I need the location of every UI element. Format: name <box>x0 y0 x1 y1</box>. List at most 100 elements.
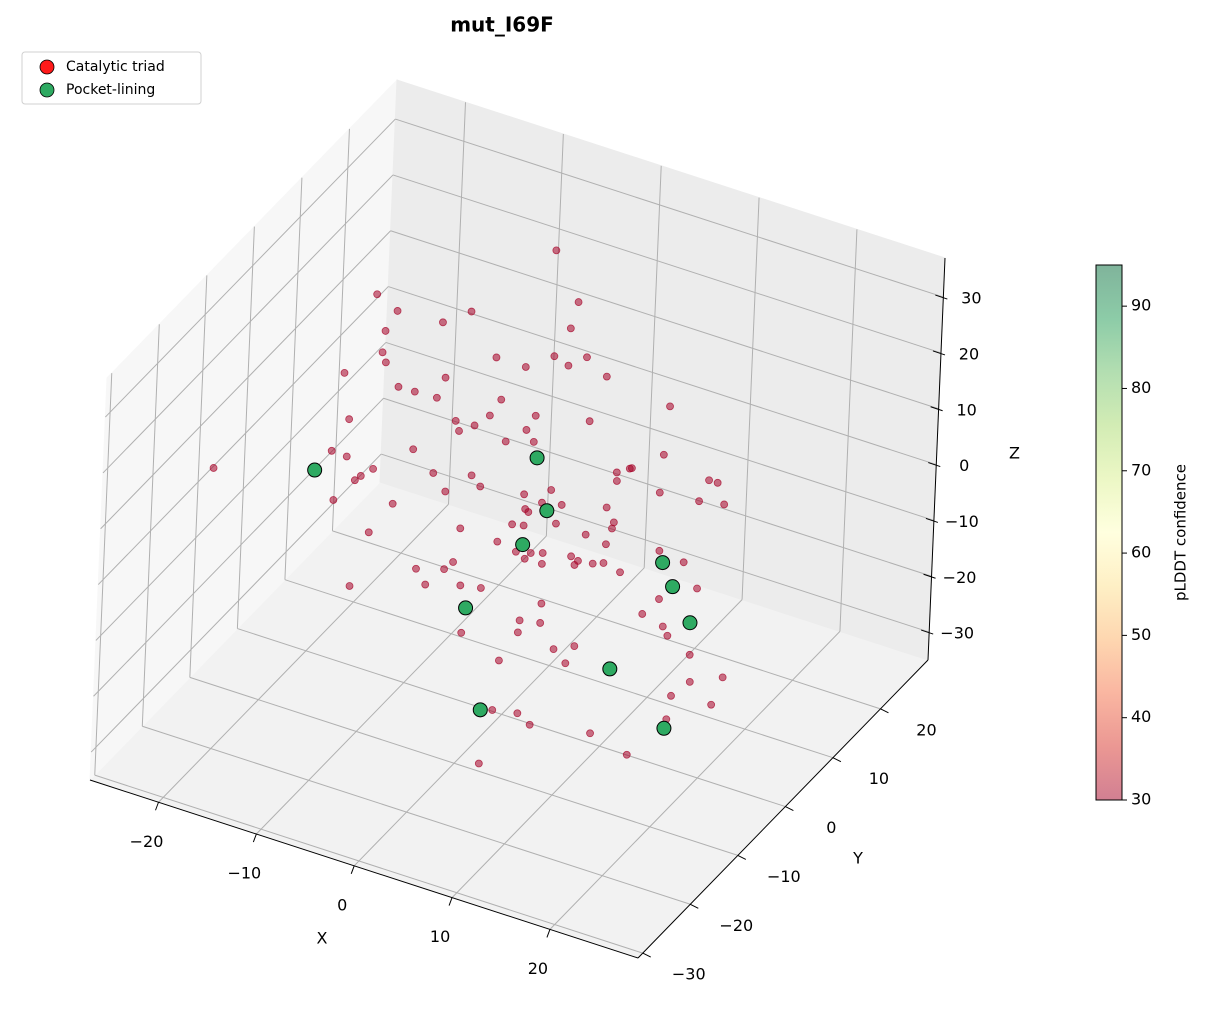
residue-point <box>492 353 501 362</box>
grid-line <box>94 373 113 776</box>
residue-point <box>520 490 529 499</box>
residue-point <box>655 595 663 603</box>
residue-point <box>521 363 530 371</box>
residue-point <box>566 324 575 333</box>
legend: Catalytic triad Pocket-lining <box>21 51 202 105</box>
residue-point <box>658 622 667 631</box>
residue-point <box>456 524 465 533</box>
residue-point <box>409 445 418 454</box>
residue-point <box>455 427 463 435</box>
z-tick <box>935 294 948 300</box>
residue-point <box>552 519 560 528</box>
residue-point <box>456 581 465 590</box>
highlight-point <box>515 537 531 553</box>
highlight-point <box>529 450 545 466</box>
residue-point <box>612 477 621 485</box>
residue-point <box>485 411 494 420</box>
residue-point <box>638 610 647 618</box>
grid-line <box>97 286 389 585</box>
grid-line <box>381 453 930 633</box>
residue-point <box>666 402 674 411</box>
residue-point <box>557 501 566 509</box>
colorbar-label: pLDDT confidence <box>1172 464 1190 601</box>
x-tick <box>546 929 551 938</box>
residue-point <box>440 565 448 574</box>
residue-point <box>327 446 336 455</box>
residue-point <box>609 518 618 527</box>
x-tick <box>448 897 453 906</box>
residue-point <box>393 307 402 315</box>
z-tick-label: −20 <box>943 568 977 587</box>
grid-line <box>237 628 786 808</box>
colorbar-tick-label: 60 <box>1131 543 1151 562</box>
highlight-point <box>602 661 618 677</box>
highlight-point <box>472 702 488 718</box>
y-tick-label: −10 <box>767 867 801 886</box>
grid-line <box>95 342 387 641</box>
colorbar-tick-label: 90 <box>1131 296 1151 315</box>
grid-line <box>102 174 394 474</box>
residue-point <box>574 298 583 306</box>
z-tick-label: −30 <box>940 624 974 643</box>
grid-line <box>390 230 939 410</box>
x-tick-label: −20 <box>130 832 164 851</box>
residue-point <box>720 500 729 509</box>
residue-point <box>493 537 502 546</box>
y-tick <box>737 854 747 860</box>
residue-point <box>340 368 349 377</box>
residue-point <box>538 549 547 557</box>
highlight-point <box>539 503 555 519</box>
residue-point <box>561 659 570 668</box>
residue-point <box>655 546 664 555</box>
y-tick-label: 0 <box>826 818 836 837</box>
grid-line <box>395 118 944 298</box>
colorbar <box>1095 264 1123 801</box>
residue-point <box>495 656 503 665</box>
grid-line <box>94 774 643 954</box>
residue-point <box>713 478 722 487</box>
grid-line <box>158 503 449 803</box>
y-tick <box>642 952 651 958</box>
residue-point <box>467 471 476 480</box>
residue-point <box>378 348 387 357</box>
residue-point <box>521 505 530 513</box>
z-tick <box>932 350 946 356</box>
residue-point <box>364 528 373 537</box>
residue-point <box>567 552 575 561</box>
residue-point <box>526 549 535 557</box>
residue-point <box>342 452 351 461</box>
highlight-point <box>307 462 323 478</box>
residue-point <box>537 599 546 608</box>
residue-point <box>345 582 354 590</box>
grid-line <box>189 676 738 856</box>
grid-line <box>385 341 935 521</box>
residue-point <box>525 720 534 729</box>
x-axis-line <box>89 779 639 959</box>
x-tick-label: −10 <box>227 864 261 883</box>
panes <box>89 78 946 959</box>
z-tick-label: −10 <box>945 512 979 531</box>
y-tick-label: 20 <box>916 720 936 739</box>
residue-point <box>476 482 485 491</box>
residue-point <box>570 642 579 651</box>
residue-point <box>513 628 522 637</box>
residue-point <box>522 426 531 434</box>
colorbar-tick-label: 30 <box>1131 790 1151 809</box>
grid-line <box>741 197 760 600</box>
colorbar-tick-label: 80 <box>1131 378 1151 397</box>
residue-point <box>602 540 610 549</box>
highlight-point <box>655 555 671 571</box>
chart-title: mut_I69F <box>450 13 554 37</box>
grid-line <box>100 230 391 530</box>
residue-point <box>451 416 460 425</box>
residue-point <box>356 472 365 480</box>
residue-point <box>705 476 713 485</box>
legend-marker <box>39 82 55 98</box>
z-tick <box>928 462 941 468</box>
y-tick-label: −30 <box>672 965 706 984</box>
residue-point <box>616 568 624 577</box>
z-tick <box>921 629 934 635</box>
residue-point <box>679 558 688 567</box>
residue-point <box>655 488 664 497</box>
legend-box <box>21 51 202 105</box>
